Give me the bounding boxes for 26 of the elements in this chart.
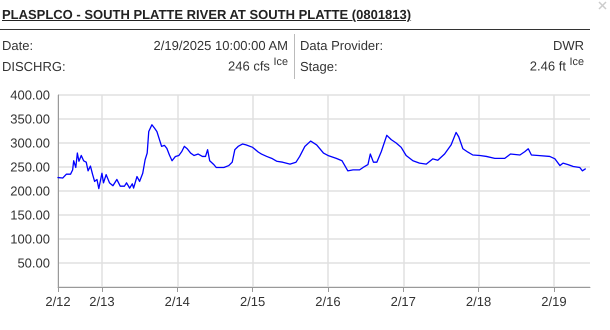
- x-tick-label: 2/18: [466, 294, 492, 309]
- y-tick-label: 300.00: [10, 136, 50, 150]
- y-tick-label: 400.00: [10, 88, 50, 102]
- x-tick-label: 2/19: [541, 294, 567, 309]
- text: 2.46 ft $^{Ice}$: [530, 56, 584, 74]
- y-tick-label: 350.00: [10, 112, 50, 126]
- text: 246 cfs $^{Ice}$: [228, 56, 288, 74]
- y-tick-label: 50.00: [17, 256, 50, 270]
- y-tick-label: 200.00: [10, 184, 50, 198]
- x-tick-label: 2/15: [240, 294, 266, 309]
- text: 2/19/2025 10:00:00 AM: [154, 38, 288, 53]
- chart-title: PLASPLCO - SOUTH PLATTE RIVER AT SOUTH PLATTE (0801813): [2, 7, 412, 22]
- x-tick-label: 2/16: [315, 294, 341, 309]
- y-tick-label: 150.00: [10, 208, 50, 222]
- x-tick-label: 2/12: [45, 294, 71, 309]
- text: DWR: [552, 38, 584, 53]
- text: Data Provider:: [300, 38, 384, 53]
- y-tick-label: 100.00: [10, 232, 50, 246]
- x-tick-label: 2/14: [164, 294, 190, 309]
- text: Stage:: [300, 59, 338, 74]
- line-series: [57, 124, 586, 190]
- text: Date:: [2, 38, 34, 53]
- x-tick-label: 2/13: [89, 294, 115, 309]
- y-tick-label: 250.00: [10, 160, 50, 174]
- text: DISCHRG:: [2, 59, 66, 74]
- x-tick-label: 2/17: [390, 294, 416, 309]
